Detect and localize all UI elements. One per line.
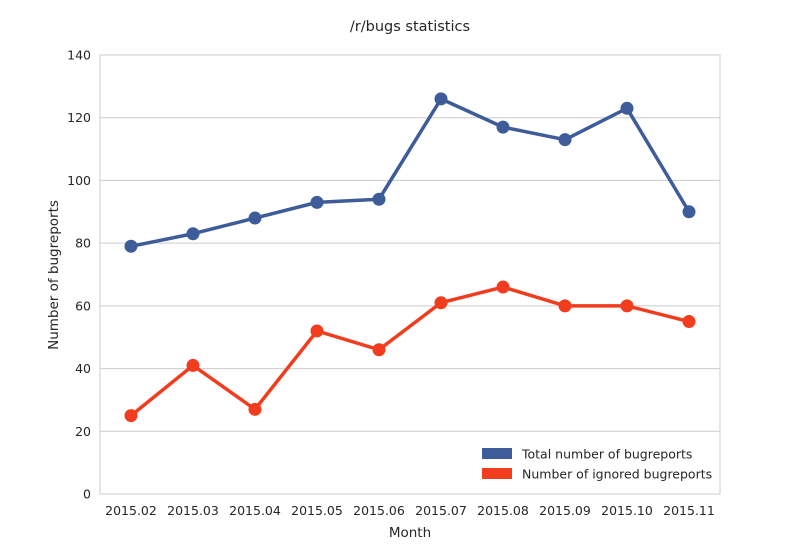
legend-swatch <box>482 448 512 459</box>
legend-swatch <box>482 468 512 479</box>
data-point <box>558 299 572 313</box>
chart-title: /r/bugs statistics <box>350 19 470 35</box>
data-point <box>372 343 386 357</box>
x-tick-label: 2015.04 <box>229 503 281 518</box>
y-axis-title: Number of bugreports <box>46 200 62 350</box>
plot-area <box>99 54 721 495</box>
series-2 <box>124 280 696 423</box>
y-tick-label: 140 <box>67 48 91 63</box>
data-point <box>434 296 448 310</box>
y-tick-label: 120 <box>67 110 91 125</box>
data-point <box>620 299 634 313</box>
data-point <box>186 358 200 372</box>
series-layer <box>124 92 696 423</box>
x-tick-label: 2015.11 <box>663 503 715 518</box>
data-point <box>682 205 696 219</box>
data-point <box>682 315 696 329</box>
data-point <box>496 280 510 294</box>
x-tick-labels: 2015.02 2015.03 2015.04 2015.05 2015.06 2015.… <box>105 503 715 518</box>
data-point <box>186 227 200 241</box>
data-point <box>310 195 324 209</box>
x-tick-label: 2015.05 <box>291 503 343 518</box>
x-tick-label: 2015.02 <box>105 503 157 518</box>
y-tick-label: 80 <box>75 236 91 251</box>
data-point <box>434 92 448 106</box>
y-tick-label: 20 <box>75 424 91 439</box>
series-1 <box>124 92 696 253</box>
x-tick-label: 2015.03 <box>167 503 219 518</box>
x-tick-label: 2015.09 <box>539 503 591 518</box>
data-point <box>124 409 138 423</box>
data-point <box>310 324 324 338</box>
series-line <box>129 285 691 418</box>
x-axis-title: Month <box>389 525 431 541</box>
y-gridlines <box>100 117 720 432</box>
data-point <box>558 133 572 147</box>
y-tick-label: 0 <box>83 487 91 502</box>
x-tick-label: 2015.08 <box>477 503 529 518</box>
y-tick-label: 40 <box>75 361 91 376</box>
data-point <box>620 101 634 115</box>
legend: Total number of bugreports Number of igno… <box>482 447 712 482</box>
data-point <box>248 211 262 225</box>
y-tick-label: 100 <box>67 173 91 188</box>
data-point <box>372 192 386 206</box>
legend-label: Total number of bugreports <box>521 447 692 462</box>
x-tick-label: 2015.06 <box>353 503 405 518</box>
data-point <box>496 120 510 134</box>
y-tick-label: 60 <box>75 298 91 313</box>
series-line <box>129 97 691 249</box>
y-tick-labels: 0 20 40 60 80 100 120 140 <box>67 48 91 502</box>
data-point <box>124 239 138 253</box>
data-point <box>248 402 262 416</box>
legend-label: Number of ignored bugreports <box>522 467 712 482</box>
x-tick-label: 2015.10 <box>601 503 653 518</box>
x-tick-label: 2015.07 <box>415 503 467 518</box>
